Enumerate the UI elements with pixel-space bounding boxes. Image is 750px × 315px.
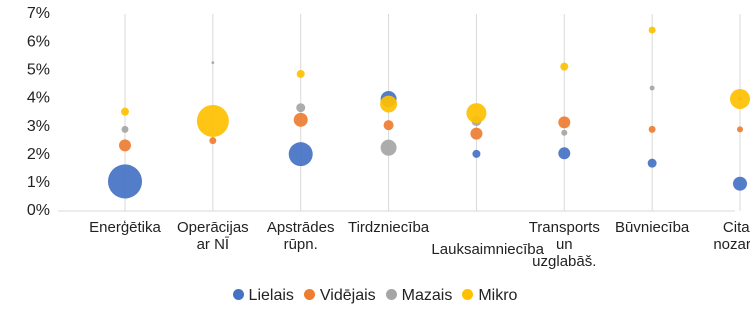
- bubble: [380, 95, 398, 113]
- legend-marker: [303, 289, 315, 300]
- x-tick-label: Transports un uzglabāš.: [528, 219, 600, 270]
- bubble: [648, 26, 656, 34]
- bubble: [647, 158, 657, 168]
- legend-item: Vidējais: [303, 287, 376, 305]
- y-tick-label: 7%: [27, 5, 50, 22]
- x-tick-label: Enerģētika: [89, 219, 161, 236]
- x-tick-label: Lauksaimniecība: [431, 241, 544, 258]
- legend-item: Mazais: [385, 287, 453, 305]
- y-tick-label: 3%: [27, 118, 50, 135]
- bubble: [107, 164, 143, 199]
- y-tick-label: 6%: [27, 33, 50, 50]
- bubble: [119, 139, 131, 152]
- bubble: [737, 126, 743, 133]
- bubble: [211, 61, 215, 65]
- bubble: [561, 129, 568, 136]
- bubble: [730, 88, 750, 109]
- bubble: [560, 62, 569, 71]
- bubble: [296, 103, 306, 113]
- legend-item: Mikro: [462, 287, 517, 305]
- bubble: [380, 139, 397, 156]
- bubble: [288, 142, 313, 167]
- bubble: [293, 112, 308, 127]
- legend-label: Mikro: [478, 287, 518, 304]
- y-tick-label: 4%: [27, 90, 50, 107]
- bubble: [296, 69, 305, 78]
- bubble: [383, 120, 394, 131]
- y-tick-label: 0%: [27, 202, 50, 219]
- legend-label: Lielais: [248, 287, 294, 304]
- x-tick-label: Tirdzniecība: [347, 219, 430, 236]
- bubble: [121, 125, 129, 133]
- bubble: [558, 147, 571, 160]
- bubble: [648, 125, 656, 133]
- bubble: [209, 137, 217, 145]
- y-tick-label: 5%: [27, 62, 50, 79]
- y-tick-label: 1%: [27, 174, 50, 191]
- x-tick-label: Operācijas ar NĪ: [176, 219, 249, 253]
- bubble: [470, 127, 483, 140]
- legend-marker: [385, 289, 397, 300]
- x-tick-label: Būvniecība: [615, 219, 690, 236]
- bubble: [121, 107, 129, 116]
- bubble: [649, 85, 655, 91]
- bubble: [466, 103, 487, 124]
- legend-label: Mazais: [401, 287, 453, 304]
- bubble: [733, 176, 747, 191]
- legend: Lielais Vidējais Mazais Mikro: [0, 287, 750, 305]
- x-tick-label: Citas nozares: [713, 219, 750, 253]
- y-tick-label: 2%: [27, 146, 50, 163]
- legend-label: Vidējais: [319, 287, 376, 304]
- legend-marker: [232, 289, 244, 300]
- legend-marker: [462, 289, 474, 300]
- bubble: [472, 149, 481, 158]
- legend-item: Lielais: [232, 287, 294, 305]
- bubble: [196, 104, 229, 137]
- x-tick-label: Apstrādes rūpn.: [266, 219, 335, 253]
- bubble: [558, 116, 571, 129]
